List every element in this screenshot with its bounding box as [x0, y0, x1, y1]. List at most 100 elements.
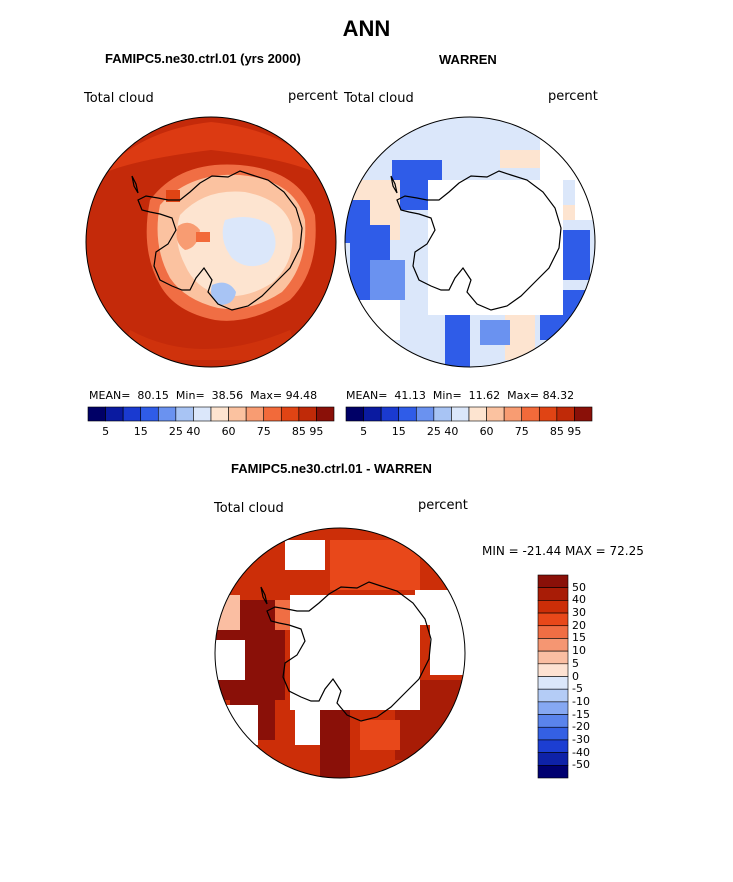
panel-2-map-border — [344, 116, 596, 368]
colorbar-tick-label: 5 — [572, 656, 579, 670]
colorbar-tick-label: 40 — [572, 593, 586, 607]
panel-1-stats: MEAN= 80.15 Min= 38.56 Max= 94.48 — [89, 389, 317, 402]
max-label: Max= — [250, 389, 283, 402]
colorbar-swatch — [122, 406, 142, 422]
colorbar-swatch — [210, 406, 229, 422]
colorbar-swatch — [537, 765, 569, 779]
colorbar-swatch — [345, 406, 364, 422]
colorbar-swatch — [228, 406, 247, 422]
panel-2-variable-label: Total cloud — [344, 91, 414, 106]
panel-1-map — [86, 117, 336, 367]
colorbar-tick-label: 25 — [168, 425, 183, 438]
colorbar-swatch — [263, 406, 282, 422]
panel-1-coastline — [131, 170, 303, 311]
colorbar-swatch — [451, 406, 470, 422]
min-label: Min= — [175, 389, 205, 402]
colorbar-tick-label: 15 — [391, 425, 406, 438]
colorbar-swatch — [363, 406, 382, 422]
panel-3-title: FAMIPC5.ne30.ctrl.01 - WARREN — [231, 461, 432, 476]
panel-2-title: WARREN — [439, 52, 497, 67]
colorbar-swatch — [175, 406, 194, 422]
colorbar-swatch — [537, 726, 569, 741]
colorbar-tick-label: -15 — [572, 707, 590, 721]
colorbar-swatch — [538, 406, 558, 422]
colorbar-swatch — [537, 688, 569, 703]
panel-3-minmax: MIN = -21.44 MAX = 72.25 — [482, 544, 644, 558]
colorbar-tick-label: -30 — [572, 732, 590, 746]
colorbar-swatch — [245, 406, 265, 422]
colorbar-tick-label: 0 — [572, 669, 579, 683]
figure-title: ANN — [342, 16, 391, 41]
colorbar-swatch — [316, 406, 335, 422]
panel-3-map — [215, 528, 465, 778]
colorbar-tick-label: -40 — [572, 745, 590, 759]
colorbar-swatch — [280, 406, 300, 422]
colorbar-swatch — [140, 406, 159, 422]
colorbar-swatch — [537, 638, 569, 652]
colorbar-swatch — [537, 714, 569, 728]
panel-2-colorbar — [345, 406, 593, 422]
min-value: 11.62 — [468, 389, 501, 402]
colorbar-tick-label: 25 — [426, 425, 441, 438]
colorbar-swatch — [468, 406, 487, 422]
colorbar-tick-label: 40 — [186, 425, 201, 438]
colorbar-swatch — [398, 406, 417, 422]
colorbar-tick-label: 75 — [514, 425, 529, 438]
colorbar-tick-label: -50 — [572, 758, 590, 772]
colorbar-tick-label: 95 — [309, 425, 324, 438]
colorbar-swatch — [157, 406, 177, 422]
colorbar-swatch — [537, 676, 569, 690]
colorbar-swatch — [193, 406, 212, 422]
colorbar-swatch — [537, 574, 569, 588]
colorbar-tick-label: 95 — [567, 425, 582, 438]
colorbar-swatch — [537, 663, 569, 677]
colorbar-tick-label: -10 — [572, 694, 590, 708]
panel-2-units-label: percent — [548, 89, 598, 104]
panel-3-variable-label: Total cloud — [214, 501, 284, 516]
colorbar-swatch — [537, 600, 569, 614]
colorbar-tick-label: 15 — [133, 425, 148, 438]
colorbar-swatch — [537, 739, 569, 753]
panel-1-title: FAMIPC5.ne30.ctrl.01 (yrs 2000) — [105, 51, 301, 66]
panel-3-units-label: percent — [418, 498, 468, 513]
colorbar-swatch — [503, 406, 523, 422]
panel-1-variable-label: Total cloud — [84, 91, 154, 106]
min-label: Min= — [432, 389, 462, 402]
panel-2-coastline — [390, 170, 562, 311]
colorbar-tick-label: 40 — [444, 425, 459, 438]
colorbar-swatch — [521, 406, 540, 422]
max-value: 84.32 — [542, 389, 575, 402]
panel-2-stats: MEAN= 41.13 Min= 11.62 Max= 84.32 — [346, 389, 574, 402]
colorbar-swatch — [537, 752, 569, 766]
mean-label: MEAN= — [346, 389, 388, 402]
colorbar-swatch — [486, 406, 505, 422]
colorbar-tick-label: 5 — [360, 425, 368, 438]
min-value: 38.56 — [211, 389, 244, 402]
colorbar-swatch — [556, 406, 575, 422]
mean-label: MEAN= — [89, 389, 131, 402]
colorbar-swatch — [537, 650, 569, 665]
mean-value: 80.15 — [137, 389, 169, 402]
colorbar-tick-label: 50 — [572, 580, 586, 594]
max-label: Max= — [507, 389, 540, 402]
colorbar-tick-label: 75 — [256, 425, 271, 438]
panel-2-map — [345, 117, 595, 367]
colorbar-tick-label: 5 — [102, 425, 110, 438]
panel-1-units-label: percent — [288, 89, 338, 104]
colorbar-tick-label: 15 — [572, 631, 586, 645]
colorbar-tick-label: 85 — [549, 425, 564, 438]
colorbar-swatch — [415, 406, 435, 422]
max-value: 94.48 — [285, 389, 318, 402]
colorbar-tick-label: -20 — [572, 720, 590, 734]
panel-1-colorbar — [87, 406, 335, 422]
colorbar-swatch — [433, 406, 452, 422]
panel-3-coastline — [260, 581, 432, 722]
colorbar-swatch — [380, 406, 400, 422]
colorbar-tick-label: 60 — [221, 425, 236, 438]
colorbar-swatch — [298, 406, 317, 422]
colorbar-swatch — [574, 406, 593, 422]
colorbar-tick-label: 20 — [572, 618, 586, 632]
difference-colorbar — [537, 574, 569, 779]
colorbar-tick-label: 10 — [572, 644, 586, 658]
